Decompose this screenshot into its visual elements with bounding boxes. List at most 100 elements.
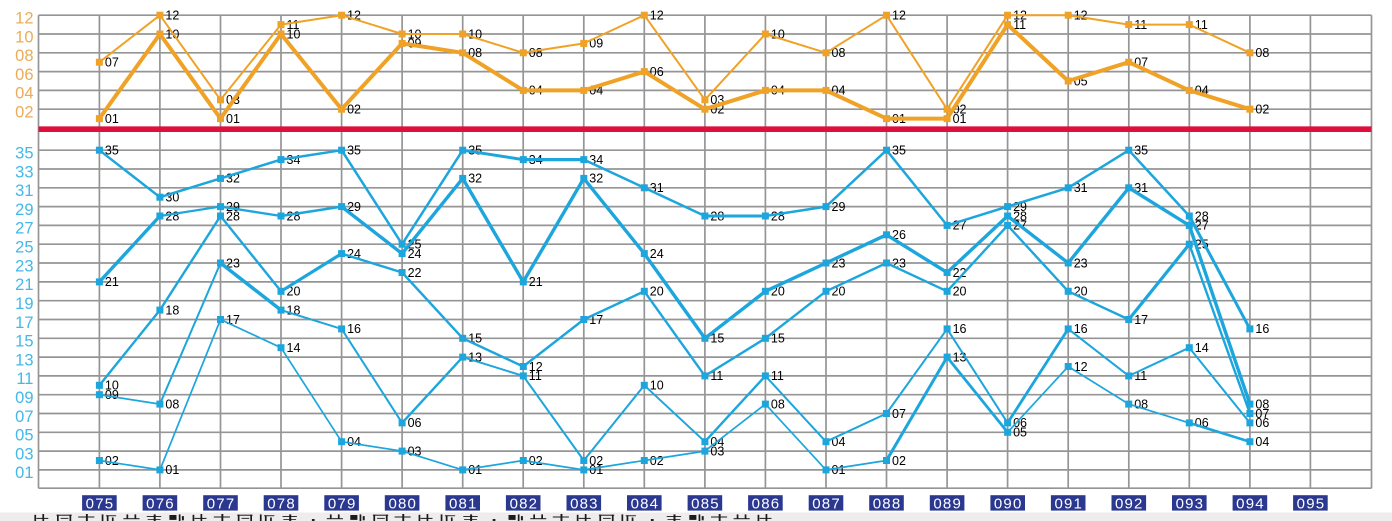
svg-text:35: 35 bbox=[892, 144, 906, 158]
svg-text:23: 23 bbox=[1074, 256, 1088, 270]
svg-text:15: 15 bbox=[15, 333, 33, 351]
svg-text:089: 089 bbox=[933, 496, 962, 513]
svg-text:35: 35 bbox=[105, 144, 119, 158]
svg-text:084: 084 bbox=[631, 496, 660, 513]
svg-text:02: 02 bbox=[892, 454, 906, 468]
svg-text:090: 090 bbox=[994, 496, 1023, 513]
svg-text:29: 29 bbox=[832, 200, 846, 214]
svg-text:03: 03 bbox=[15, 445, 33, 463]
svg-text:16: 16 bbox=[1074, 322, 1088, 336]
svg-text:35: 35 bbox=[15, 145, 33, 163]
svg-text:16: 16 bbox=[347, 322, 361, 336]
svg-text:083: 083 bbox=[570, 496, 599, 513]
svg-text:11: 11 bbox=[16, 370, 33, 388]
svg-text:086: 086 bbox=[752, 496, 781, 513]
svg-text:01: 01 bbox=[105, 112, 119, 126]
svg-text:06: 06 bbox=[408, 416, 422, 430]
svg-text:14: 14 bbox=[1195, 341, 1209, 355]
svg-text:21: 21 bbox=[529, 275, 543, 289]
svg-text:27: 27 bbox=[1195, 219, 1209, 233]
svg-text:04: 04 bbox=[15, 85, 33, 103]
svg-text:12: 12 bbox=[650, 9, 664, 23]
svg-text:05: 05 bbox=[15, 427, 33, 445]
svg-text:31: 31 bbox=[15, 182, 33, 200]
svg-text:08: 08 bbox=[1255, 397, 1269, 411]
svg-text:082: 082 bbox=[510, 496, 539, 513]
svg-text:075: 075 bbox=[86, 496, 115, 513]
svg-text:28: 28 bbox=[226, 209, 240, 223]
svg-text:16: 16 bbox=[953, 322, 967, 336]
svg-text:095: 095 bbox=[1297, 496, 1326, 513]
svg-text:11: 11 bbox=[1013, 18, 1026, 32]
svg-text:085: 085 bbox=[691, 496, 720, 513]
svg-text:02: 02 bbox=[105, 454, 119, 468]
svg-text:32: 32 bbox=[468, 172, 482, 186]
svg-text:081: 081 bbox=[449, 496, 478, 513]
svg-text:28: 28 bbox=[165, 209, 179, 223]
svg-text:18: 18 bbox=[165, 303, 179, 317]
svg-text:20: 20 bbox=[650, 285, 664, 299]
svg-text:08: 08 bbox=[1134, 397, 1148, 411]
svg-text:07: 07 bbox=[1255, 407, 1269, 421]
svg-text:09: 09 bbox=[105, 388, 119, 402]
svg-text:19: 19 bbox=[15, 295, 33, 313]
svg-text:04: 04 bbox=[1255, 435, 1269, 449]
svg-text:02: 02 bbox=[529, 454, 543, 468]
svg-text:28: 28 bbox=[771, 209, 785, 223]
svg-text:01: 01 bbox=[953, 112, 967, 126]
svg-text:02: 02 bbox=[650, 454, 664, 468]
svg-text:077: 077 bbox=[207, 496, 236, 513]
svg-text:29: 29 bbox=[15, 201, 33, 219]
svg-text:20: 20 bbox=[953, 285, 967, 299]
svg-text:01: 01 bbox=[226, 112, 240, 126]
svg-text:07: 07 bbox=[105, 56, 119, 70]
svg-text:092: 092 bbox=[1115, 496, 1144, 513]
svg-text:094: 094 bbox=[1236, 496, 1265, 513]
svg-text:088: 088 bbox=[873, 496, 902, 513]
svg-text:12: 12 bbox=[529, 360, 543, 374]
svg-text:10: 10 bbox=[650, 379, 664, 393]
svg-text:28: 28 bbox=[1195, 209, 1209, 223]
svg-text:08: 08 bbox=[15, 47, 33, 65]
svg-text:15: 15 bbox=[771, 332, 785, 346]
svg-text:12: 12 bbox=[15, 10, 33, 28]
svg-text:29: 29 bbox=[226, 200, 240, 214]
svg-text:01: 01 bbox=[589, 463, 603, 477]
svg-text:15: 15 bbox=[710, 332, 724, 346]
svg-text:08: 08 bbox=[832, 46, 846, 60]
svg-text:25: 25 bbox=[15, 239, 33, 257]
svg-text:23: 23 bbox=[226, 256, 240, 270]
svg-text:03: 03 bbox=[710, 444, 724, 458]
svg-text:28: 28 bbox=[1013, 209, 1027, 223]
svg-text:093: 093 bbox=[1176, 496, 1205, 513]
svg-text:17: 17 bbox=[15, 314, 33, 332]
svg-text:32: 32 bbox=[589, 172, 603, 186]
svg-text:07: 07 bbox=[15, 408, 33, 426]
svg-text:09: 09 bbox=[15, 389, 33, 407]
svg-text:08: 08 bbox=[771, 397, 785, 411]
svg-text:22: 22 bbox=[953, 266, 967, 280]
svg-text:35: 35 bbox=[1134, 144, 1148, 158]
svg-text:01: 01 bbox=[165, 463, 179, 477]
svg-text:02: 02 bbox=[1255, 103, 1269, 117]
svg-text:31: 31 bbox=[1074, 181, 1088, 195]
svg-text:08: 08 bbox=[529, 46, 543, 60]
svg-text:14: 14 bbox=[287, 341, 301, 355]
svg-text:091: 091 bbox=[1054, 496, 1083, 513]
svg-text:28: 28 bbox=[287, 209, 301, 223]
svg-text:24: 24 bbox=[408, 247, 422, 261]
svg-text:33: 33 bbox=[15, 163, 33, 181]
svg-text:12: 12 bbox=[165, 9, 179, 23]
svg-text:12: 12 bbox=[1074, 360, 1088, 374]
svg-text:10: 10 bbox=[15, 28, 33, 46]
svg-text:11: 11 bbox=[529, 369, 542, 383]
svg-text:21: 21 bbox=[15, 276, 33, 294]
svg-text:22: 22 bbox=[408, 266, 422, 280]
svg-text:01: 01 bbox=[832, 463, 846, 477]
svg-text:24: 24 bbox=[650, 247, 664, 261]
svg-text:12: 12 bbox=[892, 9, 906, 23]
svg-text:079: 079 bbox=[328, 496, 357, 513]
svg-text:10: 10 bbox=[105, 379, 119, 393]
svg-text:20: 20 bbox=[287, 285, 301, 299]
svg-text:01: 01 bbox=[468, 463, 482, 477]
